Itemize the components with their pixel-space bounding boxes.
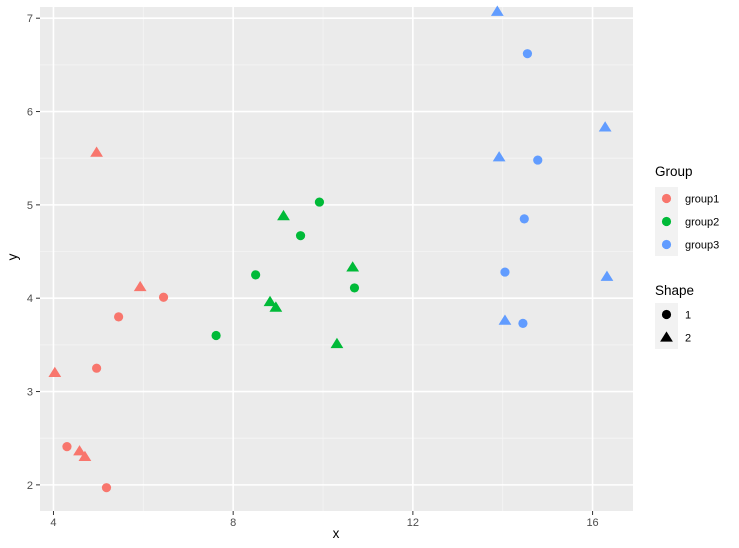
x-tick-label: 8 [230,517,236,529]
data-point-triangle [600,270,614,281]
data-point-circle [92,363,102,373]
x-tick-label: 16 [586,517,598,529]
data-point-circle [295,231,306,241]
data-point-circle [533,155,543,165]
legend-key-group [661,193,672,204]
legend-group-entries: group1 group2 group3 [655,187,719,256]
legend-shape-label: 2 [685,333,691,345]
legend-shape-entries: 12 [655,303,691,349]
x-axis-title: x [333,526,340,541]
data-point-circle [114,312,124,322]
data-point-triangle [490,5,504,16]
legend-key-shape-circle [661,309,672,320]
x-axis: 4 8 12 16 [50,511,599,529]
data-point-triangle [492,151,506,162]
y-axis-title: y [5,253,20,260]
data-point-triangle [277,209,290,221]
data-point-triangle [48,366,62,378]
data-point-circle [500,267,510,277]
data-point-triangle [263,295,277,307]
legend-shape-label: 1 [685,310,691,322]
data-point-circle [518,318,528,328]
data-point-triangle [598,121,612,132]
legend-group-label: group3 [685,240,719,252]
data-point-triangle [269,301,283,312]
data-point-circle [522,49,533,59]
y-tick-label: 2 [27,480,33,492]
data-point-circle [314,197,325,207]
y-tick-label: 4 [27,293,33,305]
y-tick-label: 7 [27,13,33,25]
data-point-triangle [78,450,92,462]
legend-key-shape-triangle [660,331,673,342]
data-point-triangle [498,314,512,325]
data-point-circle [519,214,529,224]
plot-panel [40,7,633,511]
data-point-triangle [73,445,86,456]
legend-group-title: Group [655,164,693,179]
data-point-triangle [346,261,360,272]
data-point-triangle [90,146,103,157]
data-point-triangle [133,280,147,292]
legend-key-group [661,239,672,250]
data-point-circle [101,483,112,493]
y-tick-label: 3 [27,387,33,399]
legend-shape-title: Shape [655,283,694,298]
data-point-circle [349,283,360,293]
x-tick-label: 12 [407,517,419,529]
data-point-triangle [330,337,344,349]
x-tick-label: 4 [50,517,56,529]
y-axis: 2 3 4 5 6 7 [27,13,40,492]
data-point-circle [158,292,169,302]
data-point-circle [211,330,221,341]
y-tick-label: 5 [27,200,33,212]
legend-group-label: group2 [685,217,719,229]
y-tick-label: 6 [27,107,33,119]
major-gridlines [40,7,633,511]
data-point-circle [62,442,72,452]
data-point-circle [251,270,261,280]
legend-group-label: group1 [685,194,719,206]
legend-key-group [661,216,672,227]
data-points [48,5,614,493]
